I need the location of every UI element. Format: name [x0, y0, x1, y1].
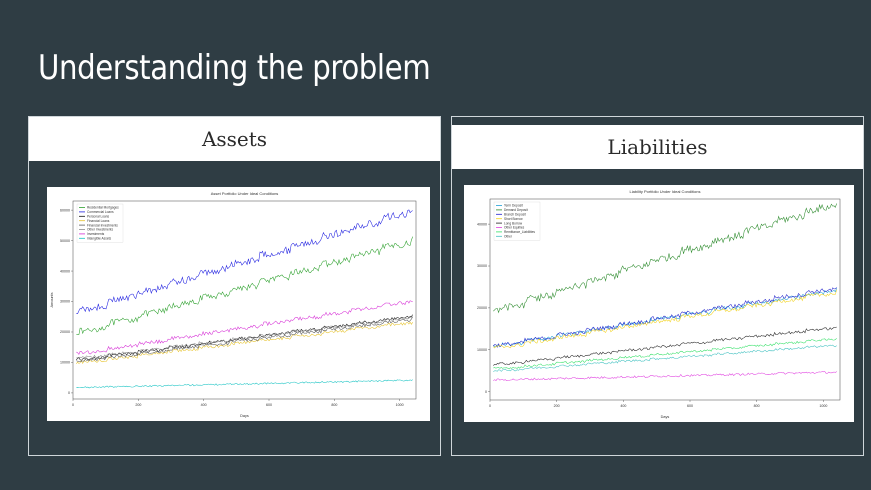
series-line-branch-deposit	[493, 287, 837, 348]
slide-title: Understanding the problem	[38, 48, 431, 88]
x-tick-label: 0	[489, 404, 491, 408]
legend-label: Demand Deposit	[504, 208, 528, 212]
y-tick-label: 10000	[60, 361, 70, 365]
y-tick-label: 30000	[60, 300, 70, 304]
legend-label: Term Deposit	[504, 204, 523, 208]
x-tick-label: 600	[266, 403, 272, 407]
legend-label: Branch Deposit	[504, 213, 526, 217]
legend-label: Long Borrow	[504, 221, 523, 225]
assets-chart: Asset Portfolio Under Ideal Conditions 0 2…	[47, 187, 430, 421]
y-tick-label: 50000	[60, 239, 70, 243]
legend-label: Intangible Assets	[87, 237, 112, 241]
series-line-short-borrow	[493, 289, 837, 349]
y-tick-label: 0	[68, 391, 70, 395]
liabilities-panel-header: Liabilities	[452, 125, 863, 169]
x-tick-label: 600	[687, 404, 693, 408]
legend-label: Financial Loans	[87, 219, 110, 223]
legend-label: Other	[504, 235, 513, 239]
series-line-demand-deposit	[493, 203, 837, 314]
y-tick-label: 40000	[477, 222, 487, 226]
x-tick-label: 400	[201, 403, 207, 407]
y-tick-label: 20000	[60, 330, 70, 334]
legend-label: Other Equities	[504, 226, 525, 230]
y-tick-label: 60000	[60, 208, 70, 212]
series-line-other-equities	[493, 371, 837, 381]
legend-box	[493, 201, 541, 241]
series-line-long-borrow	[493, 326, 837, 366]
legend-box	[76, 203, 124, 243]
y-tick-label: 40000	[60, 269, 70, 273]
x-tick-label: 400	[620, 404, 626, 408]
liabilities-chart-svg: Liability Portfolio Under Ideal Conditio…	[477, 189, 841, 419]
chart-title: Asset Portfolio Under Ideal Conditions	[211, 191, 279, 196]
y-tick-label: 30000	[477, 264, 487, 268]
assets-panel: Assets Asset Portfolio Under Ideal Condi…	[28, 116, 441, 456]
series-line-other-investments	[76, 316, 413, 359]
legend-label: Remittance_Liabilities	[504, 230, 535, 234]
y-tick-label: 10000	[477, 348, 487, 352]
legend-label: Personal Loans	[87, 215, 110, 219]
legend-label: Other Investments	[87, 228, 113, 232]
assets-chart-svg: Asset Portfolio Under Ideal Conditions 0 2…	[50, 191, 417, 418]
x-tick-label: 200	[554, 404, 560, 408]
series-line-residential-mortgages	[76, 236, 413, 335]
series-line-financial-investments	[76, 316, 413, 362]
x-axis-label: Days	[240, 414, 249, 418]
plot-frame	[489, 198, 841, 401]
x-tick-label: 1000	[819, 404, 827, 408]
series-line-commercial-loans	[76, 209, 413, 314]
x-axis-label: Days	[661, 415, 670, 419]
legend-label: Residential Mortgages	[87, 206, 119, 210]
x-tick-label: 800	[331, 403, 337, 407]
series-line-other	[493, 344, 837, 372]
y-tick-label: 20000	[477, 306, 487, 310]
series-line-investments	[76, 300, 413, 355]
series-line-intangible-assets	[76, 379, 413, 389]
series-line-financial-loans	[76, 321, 413, 365]
series-line-remittance-liabilities	[493, 338, 837, 370]
x-tick-label: 1000	[396, 403, 404, 407]
x-tick-label: 200	[135, 403, 141, 407]
legend-label: Commercial Loans	[87, 210, 114, 214]
chart-title: Liability Portfolio Under Ideal Conditio…	[630, 189, 701, 194]
liabilities-chart: Liability Portfolio Under Ideal Conditio…	[464, 185, 854, 422]
legend-label: Financial Investments	[87, 223, 118, 227]
liabilities-panel: Liabilities Liability Portfolio Under Id…	[451, 116, 864, 456]
y-axis-label: Amounts	[50, 292, 54, 307]
x-tick-label: 800	[754, 404, 760, 408]
legend-label: Investments	[87, 232, 105, 236]
assets-panel-header: Assets	[29, 117, 440, 161]
y-tick-label: 0	[485, 390, 487, 394]
plot-frame	[72, 200, 417, 400]
legend-label: Short Borrow	[504, 217, 523, 221]
x-tick-label: 0	[72, 403, 74, 407]
